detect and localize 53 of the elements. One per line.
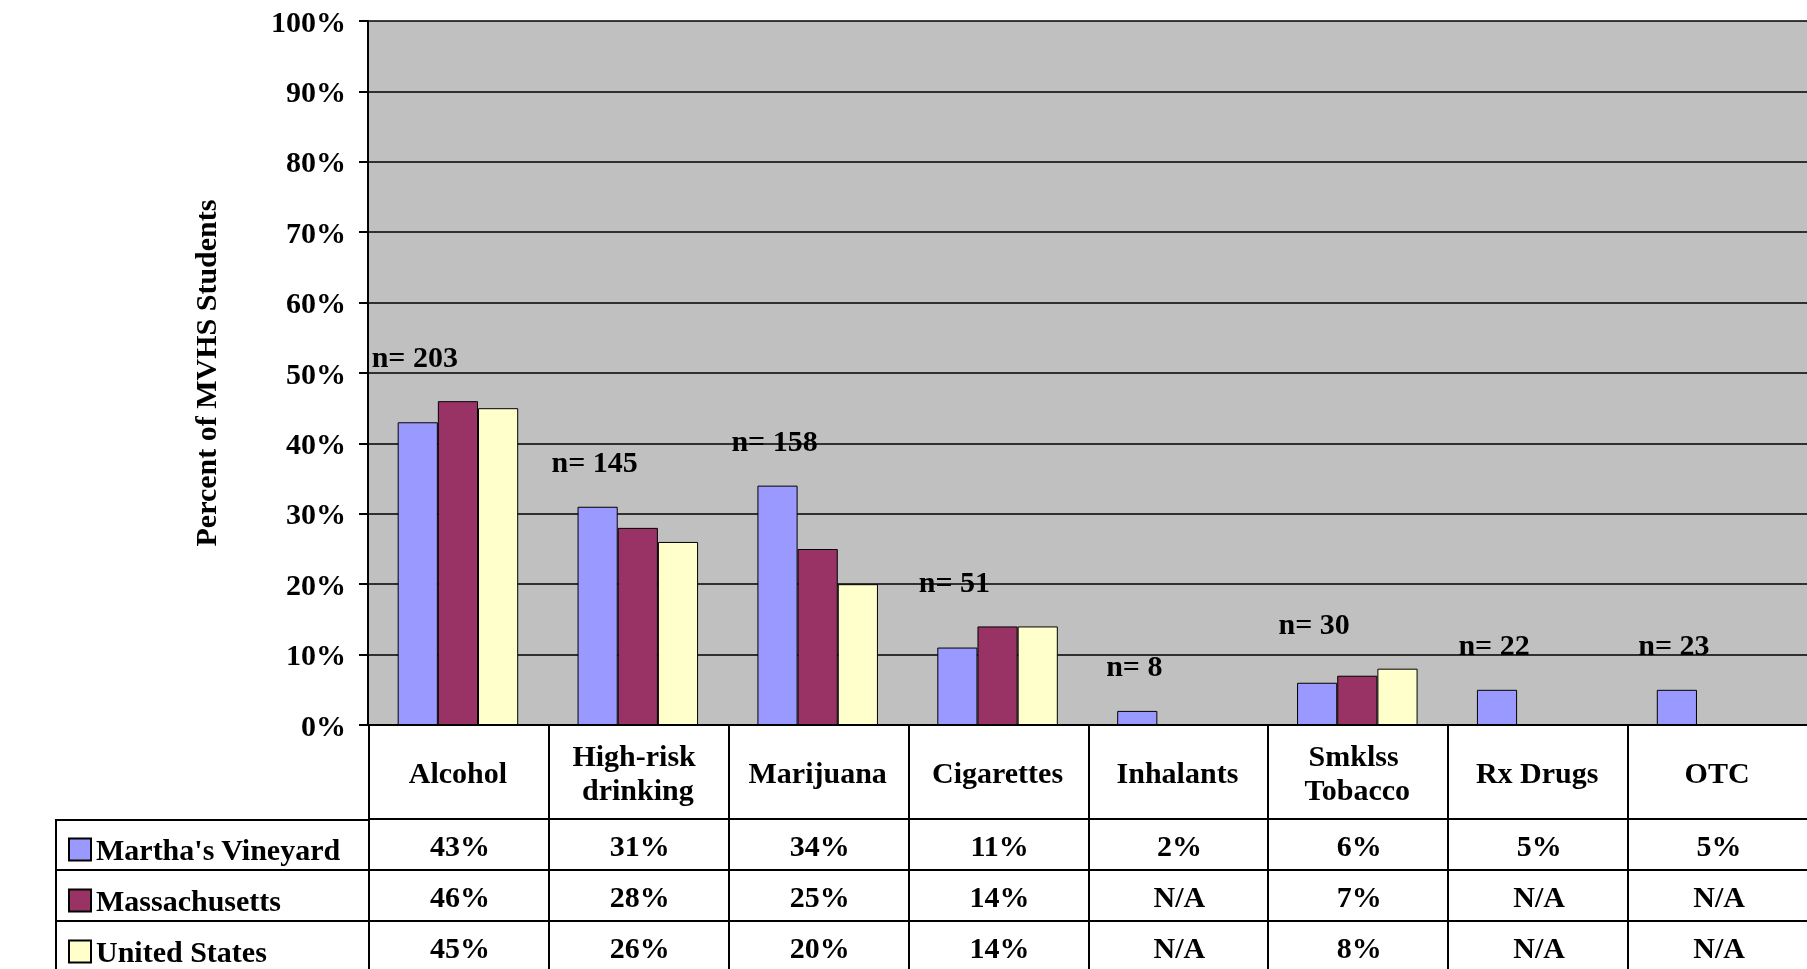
annotation: n= 145 xyxy=(551,445,638,479)
text: N/A xyxy=(1513,880,1566,913)
y-tick-label: 90% xyxy=(286,74,346,108)
data-label: 8% xyxy=(1267,921,1450,969)
data-label: 45% xyxy=(368,921,550,969)
data-label: 6% xyxy=(1267,819,1450,871)
annotation: n= 30 xyxy=(1278,607,1350,641)
data-label: 11% xyxy=(907,819,1090,871)
y-tick-label: 60% xyxy=(286,286,346,320)
x-tick-label: Rx Drugs xyxy=(1475,755,1599,789)
data-label: 14% xyxy=(907,870,1090,922)
y-tick-label: 10% xyxy=(286,638,346,672)
data-label: 5% xyxy=(1627,819,1807,871)
y-tick-label: 50% xyxy=(286,356,346,390)
y-tick-label: 40% xyxy=(286,426,346,460)
text: N/A xyxy=(1693,880,1745,913)
data-label: 14% xyxy=(907,921,1090,969)
data-label: 7% xyxy=(1267,870,1450,922)
text: N/A xyxy=(1693,931,1745,964)
data-label: 31% xyxy=(547,819,730,871)
text: N/A xyxy=(1513,931,1566,964)
y-tick-label: 100% xyxy=(271,4,346,38)
x-tick-label: OTC xyxy=(1684,755,1750,789)
data-label: 26% xyxy=(547,921,730,969)
y-tick-label: 0% xyxy=(301,708,346,742)
x-tick-label: Inhalants xyxy=(1116,755,1239,789)
data-label: 2% xyxy=(1087,819,1270,871)
y-tick-label: 20% xyxy=(286,567,346,601)
data-label: 46% xyxy=(368,870,550,922)
y-tick-label: 30% xyxy=(286,497,346,531)
text: N/A xyxy=(1153,880,1206,913)
x-tick-label: Cigarettes xyxy=(932,755,1064,789)
data-label: 34% xyxy=(727,819,910,871)
annotation: n= 22 xyxy=(1458,628,1530,662)
annotation: n= 23 xyxy=(1638,628,1710,662)
annotation: n= 8 xyxy=(1106,649,1163,683)
y-tick-label: 70% xyxy=(286,215,346,249)
data-label: 28% xyxy=(547,870,730,922)
data-label: 25% xyxy=(727,870,910,922)
legend-label: United States xyxy=(96,935,267,968)
data-label: 20% xyxy=(727,921,910,969)
x-tick-label: Alcohol xyxy=(408,755,508,789)
x-tick-label: Smklss Tobacco xyxy=(1304,738,1411,806)
annotation: n= 203 xyxy=(371,339,458,373)
y-axis-title: Percent of MVHS Students xyxy=(188,199,222,547)
x-tick-label: Marijuana xyxy=(748,755,887,789)
x-tick-label: High-risk drinking xyxy=(572,738,704,806)
legend-label: Massachusetts xyxy=(96,884,281,917)
legend-label: Martha's Vineyard xyxy=(96,833,341,866)
data-label: 5% xyxy=(1447,819,1630,871)
text: N/A xyxy=(1153,931,1206,964)
y-tick-label: 80% xyxy=(286,145,346,179)
data-label: 43% xyxy=(368,819,550,871)
